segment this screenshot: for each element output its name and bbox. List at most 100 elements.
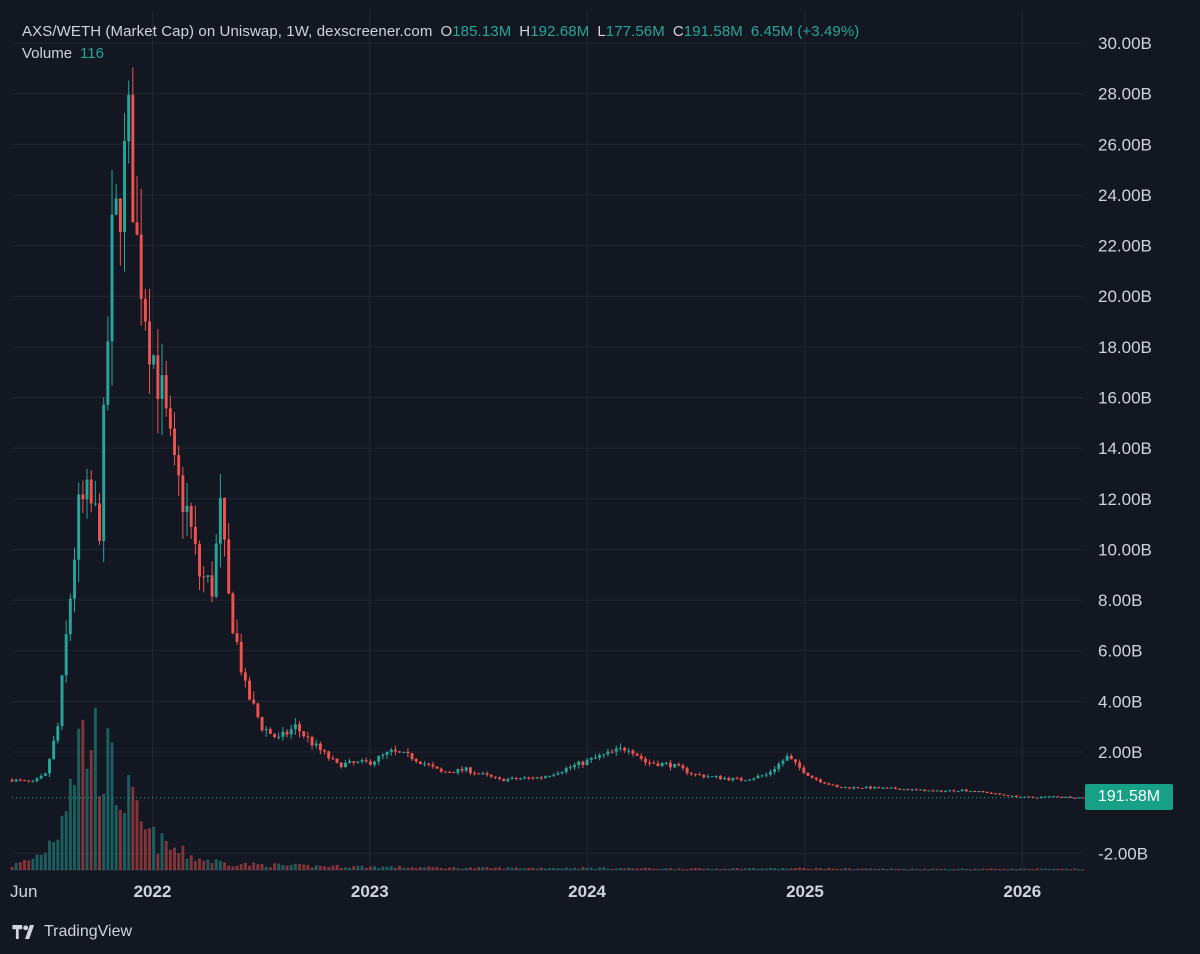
volume-bar: [656, 868, 660, 870]
volume-bar: [435, 867, 439, 870]
candle-body: [802, 767, 806, 774]
volume-bar: [723, 868, 727, 870]
volume-bar: [1023, 868, 1027, 870]
time-axis[interactable]: Jun 2022 2023 2024 2025 2026: [10, 882, 1041, 901]
candle-body: [189, 505, 193, 527]
volume-bar: [385, 866, 389, 870]
volume-bar: [423, 867, 427, 870]
volume-bar: [56, 839, 60, 870]
volume-bar: [827, 867, 831, 870]
candle-body: [693, 774, 697, 776]
candle-body: [831, 784, 835, 786]
candle-body: [360, 760, 364, 762]
candle-body: [718, 776, 722, 780]
candle-body: [581, 761, 585, 765]
candle-body: [914, 789, 918, 791]
volume-bar: [1056, 868, 1060, 870]
candle-body: [844, 787, 847, 789]
volume-bar: [368, 866, 372, 870]
volume-bar: [960, 868, 964, 870]
volume-bar: [702, 868, 706, 870]
volume-bar: [1052, 868, 1056, 870]
volume-bar: [510, 867, 514, 870]
volume-bar: [952, 869, 956, 871]
candle-body: [323, 750, 327, 752]
candle-body: [739, 778, 743, 781]
candle-body: [439, 768, 443, 772]
candle-body: [714, 776, 718, 778]
candle-body: [985, 791, 989, 793]
volume-label: Volume: [22, 45, 73, 62]
candle-body: [398, 751, 402, 753]
volume-bar: [819, 868, 822, 870]
volume-bar: [152, 826, 156, 870]
volume-bar: [994, 868, 997, 870]
candle-body: [502, 778, 506, 782]
candle-body: [656, 763, 660, 767]
candle-body: [781, 760, 785, 764]
volume-bar: [389, 866, 393, 870]
volume-bar: [193, 860, 197, 870]
candle-body: [43, 773, 47, 776]
candle-body: [127, 94, 131, 142]
candle-body: [64, 634, 68, 676]
volume-bar: [10, 866, 14, 870]
tradingview-logo-icon: [12, 925, 35, 939]
volume-bar: [135, 800, 139, 870]
volume-bar: [706, 868, 710, 870]
candle-body: [568, 767, 572, 769]
candle-body: [464, 767, 468, 771]
candle-body: [1044, 796, 1047, 798]
volume-bar: [260, 864, 264, 870]
candle-body: [435, 766, 439, 769]
volume-bar: [281, 865, 285, 870]
candle-body: [723, 778, 727, 780]
candle-body: [1048, 796, 1052, 798]
candle-body: [402, 751, 406, 753]
volume-bar: [18, 862, 22, 870]
candle-body: [673, 763, 677, 768]
candle-body: [339, 762, 343, 768]
candle-body: [23, 780, 26, 782]
candle-body: [243, 672, 247, 681]
candle-body: [231, 593, 235, 634]
candle-body: [598, 755, 602, 758]
candle-body: [214, 543, 218, 597]
candle-body: [1073, 797, 1077, 799]
volume-bar: [869, 868, 872, 870]
candle-body: [423, 763, 427, 765]
candle-body: [193, 526, 197, 544]
volume-bar: [77, 728, 81, 870]
candle-body: [460, 768, 464, 771]
candle-body: [1014, 795, 1018, 798]
price-axis[interactable]: -2.00B 2.00B 4.00B 6.00B 8.00B 10.00B 12.00B 14…: [1098, 34, 1152, 863]
candle-body: [14, 779, 18, 782]
candle-body: [31, 781, 35, 783]
tradingview-branding[interactable]: TradingView: [12, 923, 132, 941]
candle-body: [148, 321, 151, 365]
volume-bar: [923, 868, 927, 870]
candle-body: [539, 777, 543, 779]
volume-bar: [518, 868, 522, 870]
volume-bar: [439, 867, 443, 870]
candle-body: [364, 760, 368, 762]
volume-bar: [243, 862, 247, 870]
candle-body: [98, 503, 101, 542]
candle-body: [743, 780, 747, 782]
candle-body: [218, 497, 222, 544]
volume-bar: [160, 833, 164, 870]
volume-bar: [548, 868, 552, 870]
volume-bar: [477, 867, 481, 870]
candle-body: [768, 771, 772, 775]
candle-body: [73, 559, 76, 599]
volume-bar: [693, 867, 697, 870]
candle-body: [156, 355, 160, 400]
volume-bar: [164, 840, 168, 870]
volume-bar: [698, 868, 702, 870]
candle-body: [610, 751, 614, 753]
volume-bar: [844, 867, 847, 870]
volume-bar: [810, 869, 814, 871]
open-value: 185.13M: [452, 23, 512, 40]
volume-bar: [1044, 868, 1047, 870]
